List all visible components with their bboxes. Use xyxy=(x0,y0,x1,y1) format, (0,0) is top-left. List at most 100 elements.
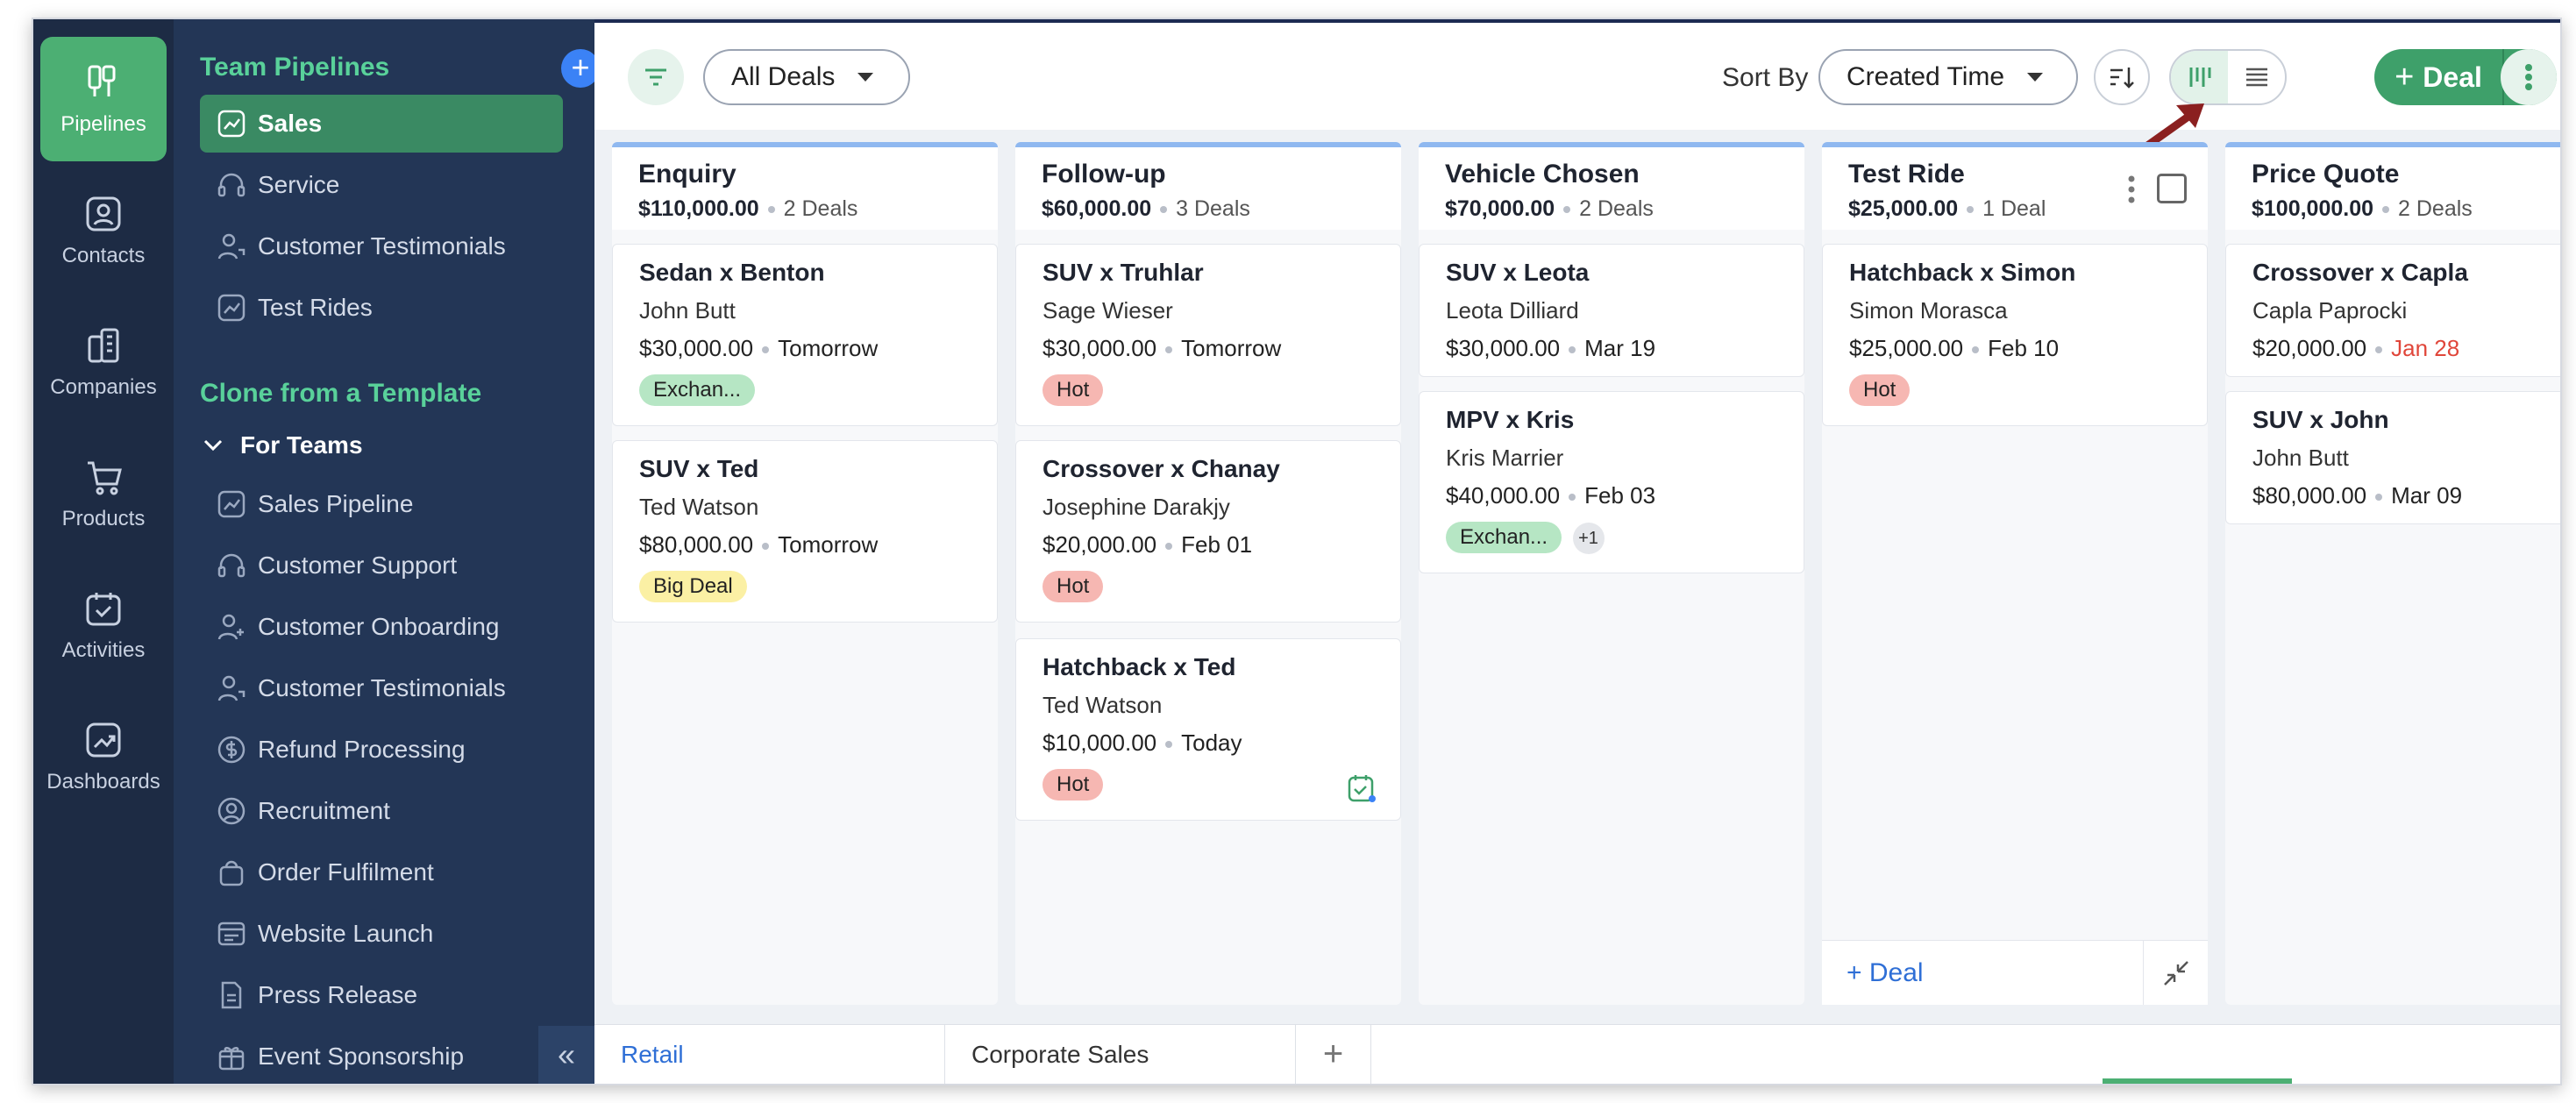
deal-card[interactable]: Sedan x Benton John Butt $30,000.00 Tomor… xyxy=(612,244,998,426)
deal-card[interactable]: Crossover x Chanay Josephine Darakjy $20… xyxy=(1015,440,1401,623)
rail-label-products: Products xyxy=(61,507,146,530)
contacts-icon xyxy=(86,196,121,231)
deal-meta: $25,000.00 Feb 10 xyxy=(1849,335,2060,361)
deal-card[interactable]: SUV x Leota Leota Dilliard $30,000.00 Mar… xyxy=(1419,244,1804,377)
deal-tag: Hot xyxy=(1042,769,1104,801)
rail-item-dashboards[interactable]: Dashboards xyxy=(40,694,167,819)
stage-column-follow-up: Follow-up $60,000.00 3 Deals SUV x Truhla… xyxy=(1015,142,1401,1005)
list-view-button[interactable] xyxy=(2228,51,2285,103)
rail-item-contacts[interactable]: Contacts xyxy=(40,168,167,293)
template-item-order-fulfilment[interactable]: Order Fulfilment xyxy=(200,843,563,901)
main-area: All Deals Sort By Created Time xyxy=(594,23,2560,1084)
template-item-refund-processing[interactable]: Refund Processing xyxy=(200,721,563,779)
deal-contact: Sage Wieser xyxy=(1042,297,1173,324)
pipeline-item-label: Customer Testimonials xyxy=(258,232,506,260)
template-item-label: Customer Testimonials xyxy=(258,674,506,701)
deal-contact: John Butt xyxy=(639,297,736,324)
sort-select-value: Created Time xyxy=(1847,62,2005,91)
gift-icon xyxy=(218,1047,245,1071)
overdue-date: Jan 28 xyxy=(2391,335,2460,361)
deal-card[interactable]: SUV x Truhlar Sage Wieser $30,000.00 Tomo… xyxy=(1015,244,1401,426)
add-deal-label: Deal xyxy=(2423,60,2482,93)
kanban-icon xyxy=(2189,68,2210,87)
stage-column-vehicle-chosen: Vehicle Chosen $70,000.00 2 Deals SUV x L… xyxy=(1419,142,1804,1005)
for-teams-group[interactable]: For Teams xyxy=(200,431,363,459)
add-deal-in-stage-button[interactable]: + Deal xyxy=(1847,957,1924,987)
rail-item-companies[interactable]: Companies xyxy=(40,300,167,424)
deal-tag: Hot xyxy=(1042,571,1104,602)
deal-title: SUV x John xyxy=(2252,406,2389,433)
more-tags-badge[interactable]: +1 xyxy=(1572,523,1605,554)
rail-label-pipelines: Pipelines xyxy=(60,112,146,136)
template-item-label: Customer Onboarding xyxy=(258,613,500,640)
deal-title: SUV x Truhlar xyxy=(1042,259,1204,286)
deal-meta: $20,000.00 Jan 28 xyxy=(2252,335,2460,361)
template-item-press-release[interactable]: Press Release xyxy=(200,966,563,1024)
template-item-event-sponsorship[interactable]: Event Sponsorship xyxy=(200,1028,563,1084)
view-select[interactable]: All Deals xyxy=(703,49,910,105)
select-column-checkbox[interactable] xyxy=(2157,174,2187,203)
pipeline-item-label: Test Rides xyxy=(258,294,373,321)
cart-icon xyxy=(88,461,122,495)
deal-title: Hatchback x Ted xyxy=(1042,653,1236,680)
trend-icon xyxy=(217,110,246,138)
rail-item-activities[interactable]: Activities xyxy=(40,563,167,687)
add-tab-button[interactable]: + xyxy=(1296,1025,1371,1084)
deal-card[interactable]: Hatchback x Simon Simon Morasca $25,000.… xyxy=(1822,244,2208,426)
person-quote-icon xyxy=(217,233,246,260)
rail-item-products[interactable]: Products xyxy=(40,431,167,556)
template-item-website-launch[interactable]: Website Launch xyxy=(200,905,563,963)
template-item-customer-support[interactable]: Customer Support xyxy=(200,537,563,594)
clone-template-heading: Clone from a Template xyxy=(200,379,482,408)
deal-contact: John Butt xyxy=(2252,445,2349,471)
filter-button[interactable] xyxy=(628,49,684,105)
add-deal-main[interactable]: + Deal xyxy=(2374,49,2504,105)
more-options-button[interactable] xyxy=(2501,49,2557,105)
sort-select[interactable]: Created Time xyxy=(1818,49,2078,105)
deal-tag: Big Deal xyxy=(639,571,747,602)
filter-icon xyxy=(645,68,666,86)
add-pipeline-button[interactable]: + xyxy=(561,49,600,88)
deal-title: Hatchback x Simon xyxy=(1849,259,2076,286)
horizontal-scrollbar[interactable] xyxy=(2103,1078,2292,1084)
kebab-icon[interactable] xyxy=(2127,174,2136,205)
collapse-column-button[interactable] xyxy=(2143,941,2208,1005)
tab-corporate-sales[interactable]: Corporate Sales xyxy=(945,1025,1296,1084)
sort-order-button[interactable] xyxy=(2094,49,2150,105)
pipeline-item-service[interactable]: Service xyxy=(200,156,563,214)
template-item-recruitment[interactable]: Recruitment xyxy=(200,782,563,840)
deal-card[interactable]: MPV x Kris Kris Marrier $40,000.00 Feb 03… xyxy=(1419,391,1804,573)
pipeline-item-label: Service xyxy=(258,171,340,198)
tab-retail[interactable]: Retail xyxy=(594,1025,945,1084)
pipeline-item-test-rides[interactable]: Test Rides xyxy=(200,279,563,337)
template-item-customer-onboarding[interactable]: Customer Onboarding xyxy=(200,598,563,656)
calendar-check-icon xyxy=(86,593,121,626)
deal-card[interactable]: Hatchback x Ted Ted Watson $10,000.00 Tod… xyxy=(1015,638,1401,821)
pipeline-item-sales[interactable]: Sales xyxy=(200,95,563,153)
trend-icon xyxy=(217,294,246,322)
kanban-view-button[interactable] xyxy=(2171,51,2228,103)
collapse-panel-button[interactable]: « xyxy=(538,1026,594,1084)
stage-summary: $25,000.00 1 Deal xyxy=(1848,196,2046,221)
deal-tag: Hot xyxy=(1042,374,1104,406)
deal-card[interactable]: SUV x Ted Ted Watson $80,000.00 Tomorrow … xyxy=(612,440,998,623)
template-item-label: Order Fulfilment xyxy=(258,858,434,886)
deal-card[interactable]: Crossover x Capla Capla Paprocki $20,000… xyxy=(2225,244,2560,377)
pipeline-item-label: Sales xyxy=(258,110,323,137)
document-icon xyxy=(221,981,242,1009)
stage-header: Price Quote $100,000.00 2 Deals xyxy=(2225,142,2560,230)
pipeline-item-customer-testimonials[interactable]: Customer Testimonials xyxy=(200,217,563,275)
deal-meta: $80,000.00 Mar 09 xyxy=(2252,482,2463,509)
deal-card[interactable]: SUV x John John Butt $80,000.00 Mar 09 xyxy=(2225,391,2560,524)
for-teams-label: For Teams xyxy=(240,431,363,459)
app-window: Pipelines Contacts Companies Products Ac… xyxy=(32,18,2562,1085)
rail-item-pipelines[interactable]: Pipelines xyxy=(40,37,167,161)
deal-tag: Hot xyxy=(1849,374,1911,406)
activity-scheduled-icon[interactable] xyxy=(1346,772,1377,804)
template-item-customer-testimonials[interactable]: Customer Testimonials xyxy=(200,659,563,717)
template-item-sales-pipeline[interactable]: Sales Pipeline xyxy=(200,475,563,533)
stage-title: Test Ride xyxy=(1848,160,1965,189)
top-border xyxy=(594,19,2560,23)
chart-icon xyxy=(86,722,121,758)
stage-column-price-quote: Price Quote $100,000.00 2 Deals Crossover… xyxy=(2225,142,2560,1005)
